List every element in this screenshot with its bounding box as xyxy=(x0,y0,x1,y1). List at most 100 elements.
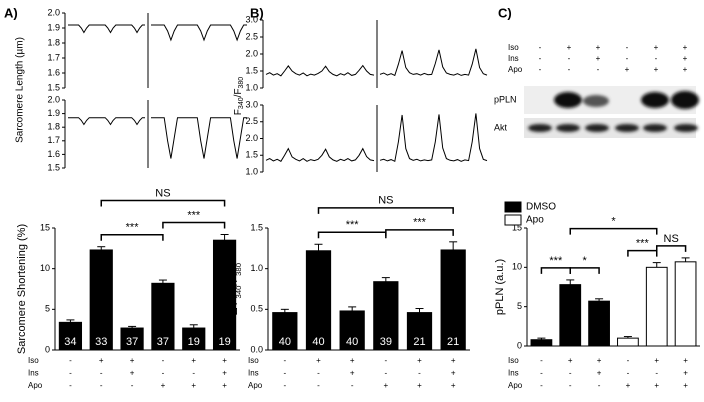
bar xyxy=(617,337,639,347)
condition-mark: - xyxy=(283,356,286,365)
condition-mark: - xyxy=(569,369,572,378)
condition-mark: + xyxy=(350,369,355,378)
condition-mark: + xyxy=(417,356,422,365)
blot-condition-mark: + xyxy=(683,65,688,74)
significance-bracket xyxy=(100,199,226,207)
blot-condition-mark: - xyxy=(568,54,571,63)
bar xyxy=(212,239,237,351)
panel-label: B) xyxy=(250,5,264,20)
bar xyxy=(645,266,668,347)
n-label: 19 xyxy=(188,336,200,348)
condition-mark: - xyxy=(100,381,103,390)
significance-bracket xyxy=(317,207,454,214)
significance-bracket xyxy=(540,267,571,274)
blot-band xyxy=(674,124,698,132)
y-tick-label: 2.0 xyxy=(47,7,60,17)
y-axis-label-part: /F xyxy=(228,276,240,286)
significance-bracket xyxy=(569,227,658,235)
n-label: 39 xyxy=(380,336,392,348)
bar xyxy=(674,261,697,347)
condition-mark: + xyxy=(350,356,355,365)
n-label: 40 xyxy=(312,336,324,348)
condition-mark: + xyxy=(161,381,166,390)
y-tick-label: 15 xyxy=(40,222,50,232)
condition-mark: - xyxy=(162,369,165,378)
y-tick-label: 1.7 xyxy=(47,52,60,62)
blot: pPLN Akt xyxy=(494,86,699,138)
condition-mark: - xyxy=(69,356,72,365)
blot-condition-mark: - xyxy=(626,43,629,52)
y-tick-label: 3.0 xyxy=(245,99,258,109)
condition-mark: - xyxy=(655,369,658,378)
blot-label: pPLN xyxy=(494,94,517,104)
n-label: 40 xyxy=(346,336,358,348)
blot-band xyxy=(528,124,552,132)
trace xyxy=(265,147,375,162)
condition-mark: + xyxy=(222,381,227,390)
blot-condition-mark: - xyxy=(539,54,542,63)
significance-label: *** xyxy=(187,209,201,221)
y-tick-label: 2.5 xyxy=(245,116,258,126)
condition-mark: - xyxy=(598,381,601,390)
y-axis-label-part: /F xyxy=(233,89,244,98)
blot-condition-mark: - xyxy=(539,43,542,52)
blot-condition-mark: - xyxy=(568,65,571,74)
trace xyxy=(68,24,145,34)
significance-bracket xyxy=(100,233,164,241)
y-tick-label: 2.5 xyxy=(245,31,258,41)
significance-label: NS xyxy=(155,187,170,199)
condition-mark: - xyxy=(418,369,421,378)
blot-condition-mark: + xyxy=(625,65,630,74)
blot-condition-mark: + xyxy=(567,43,572,52)
condition-mark: - xyxy=(540,369,543,378)
y-tick-label: 0 xyxy=(517,340,522,350)
significance-bracket xyxy=(385,229,454,236)
n-label: 37 xyxy=(126,336,138,348)
blot-band xyxy=(554,92,582,108)
y-tick-label: 5 xyxy=(517,301,522,311)
y-tick-label: 0.0 xyxy=(250,344,263,354)
y-tick-label: 3.0 xyxy=(245,14,258,24)
condition-mark: + xyxy=(191,381,196,390)
significance-label: *** xyxy=(549,255,563,267)
blot-label: Akt xyxy=(494,122,508,132)
condition-mark: - xyxy=(131,381,134,390)
condition-mark: - xyxy=(384,369,387,378)
condition-mark: - xyxy=(384,356,387,365)
y-tick-label: 10 xyxy=(512,262,522,272)
y-tick-label: 1.8 xyxy=(47,122,60,132)
trace xyxy=(379,113,488,163)
condition-mark: - xyxy=(100,369,103,378)
y-tick-label: 0 xyxy=(45,344,50,354)
blot-condition-mark: + xyxy=(596,54,601,63)
y-tick-label: 15 xyxy=(512,222,522,232)
n-label: 33 xyxy=(95,336,107,348)
condition-mark: + xyxy=(417,381,422,390)
legend-swatch xyxy=(504,214,522,226)
y-tick-label: 1.5 xyxy=(250,222,263,232)
condition-mark: + xyxy=(568,356,573,365)
y-tick-label: 5 xyxy=(45,304,50,314)
significance-label: *** xyxy=(346,219,360,231)
condition-mark: + xyxy=(316,356,321,365)
significance-bracket xyxy=(317,231,387,239)
blot-condition-mark: - xyxy=(539,65,542,74)
blot-condition-mark: + xyxy=(596,43,601,52)
condition-mark: + xyxy=(683,381,688,390)
significance-bracket xyxy=(656,245,687,252)
condition-mark: - xyxy=(627,356,630,365)
significance-label: NS xyxy=(664,233,679,245)
condition-mark: - xyxy=(317,369,320,378)
y-axis-label-part: F xyxy=(233,109,244,115)
condition-mark: - xyxy=(69,381,72,390)
y-tick-label: 1.5 xyxy=(47,82,60,92)
condition-mark: + xyxy=(383,381,388,390)
n-label: 40 xyxy=(279,336,291,348)
condition-mark: + xyxy=(597,369,602,378)
y-tick-label: 1.5 xyxy=(245,150,258,160)
condition-mark: - xyxy=(351,381,354,390)
blot-band xyxy=(641,92,669,108)
y-tick-label: 1.0 xyxy=(245,166,258,176)
bar xyxy=(588,300,610,347)
blot-condition-mark: + xyxy=(683,54,688,63)
